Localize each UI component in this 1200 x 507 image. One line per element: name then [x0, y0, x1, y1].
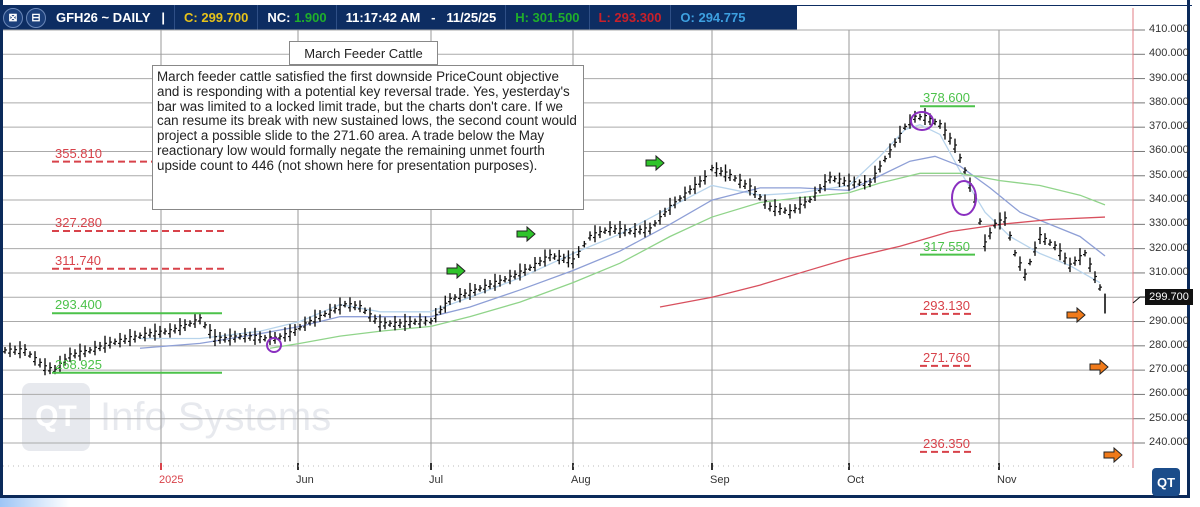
- y-tick-label: 270.000: [1149, 363, 1189, 376]
- annotation-body[interactable]: March feeder cattle satisfied the first …: [152, 65, 584, 210]
- dash: -: [431, 10, 436, 25]
- count-level-label: 293.400: [55, 297, 102, 313]
- y-tick-label: 410.000: [1149, 23, 1189, 35]
- y-tick-label: 400.000: [1149, 47, 1189, 60]
- y-tick-label: 280.000: [1149, 338, 1189, 351]
- symbol-text: GFH26 ~ DAILY: [56, 10, 151, 25]
- x-tick-label: Nov: [997, 474, 1017, 486]
- window-top-border: [797, 5, 1192, 6]
- last-price-tag: 299.700: [1145, 289, 1193, 305]
- symbol-label: GFH26 ~ DAILY |: [46, 5, 176, 30]
- watermark-text: Info Systems: [100, 394, 332, 439]
- timestamp: 11:17:42 AM - 11/25/25: [337, 5, 507, 30]
- y-tick-label: 360.000: [1149, 144, 1189, 157]
- separator: |: [161, 10, 166, 25]
- count-level-label: 293.130: [923, 297, 970, 313]
- date: 11/25/25: [446, 10, 497, 25]
- high-price: H: 301.500: [506, 5, 590, 30]
- y-tick-label: 260.000: [1149, 387, 1189, 400]
- bottom-accent: [0, 498, 70, 507]
- time: 11:17:42 AM: [345, 10, 421, 25]
- close-price: C: 299.700: [175, 5, 259, 30]
- watermark: QT Info Systems: [22, 383, 331, 451]
- annotation-title[interactable]: March Feeder Cattle: [289, 41, 438, 65]
- x-tick-label: Sep: [710, 474, 730, 486]
- y-tick-label: 310.000: [1149, 265, 1189, 278]
- chart-markers: [266, 111, 1123, 464]
- count-level-label: 317.550: [923, 238, 970, 254]
- qt-logo-icon[interactable]: QT: [1152, 468, 1180, 496]
- close-window-icon[interactable]: ⊠: [3, 7, 23, 28]
- y-tick-label: 370.000: [1149, 120, 1189, 133]
- net-change-value: 1.900: [294, 10, 327, 25]
- count-level-label: 355.810: [55, 145, 102, 161]
- count-level-label: 378.600: [923, 90, 970, 106]
- x-tick-label: Jul: [429, 474, 444, 486]
- x-tick-label: Aug: [571, 474, 591, 486]
- y-tick-label: 240.000: [1149, 435, 1189, 448]
- count-level-label: 268.925: [55, 356, 102, 372]
- y-tick-label: 390.000: [1149, 71, 1189, 84]
- y-tick-label: 330.000: [1149, 217, 1189, 230]
- y-tick-label: 320.000: [1149, 241, 1189, 254]
- minimize-window-icon[interactable]: ⊟: [26, 7, 46, 28]
- y-tick-label: 350.000: [1149, 168, 1189, 181]
- y-tick-label: 250.000: [1149, 411, 1189, 424]
- x-tick-label: 2025: [159, 474, 184, 486]
- net-change: NC: 1.900: [258, 5, 337, 30]
- price-bars: [3, 107, 1106, 376]
- x-tick-label: Oct: [847, 474, 865, 486]
- title-bar: ⊠ ⊟ GFH26 ~ DAILY | C: 299.700 NC: 1.900…: [0, 5, 797, 30]
- y-tick-label: 380.000: [1149, 95, 1189, 108]
- moving-averages: [139, 124, 1106, 349]
- x-tick-label: Jun: [296, 474, 314, 486]
- open-price: O: 294.775: [680, 10, 746, 25]
- net-change-label: NC:: [267, 10, 291, 25]
- low-price: L: 293.300: [590, 5, 672, 30]
- count-level-label: 311.740: [55, 252, 102, 268]
- y-tick-label: 290.000: [1149, 314, 1189, 327]
- count-level-label: 327.280: [55, 214, 102, 230]
- count-level-label: 236.350: [923, 435, 970, 451]
- y-tick-label: 340.000: [1149, 193, 1189, 206]
- count-levels: [52, 105, 975, 453]
- count-level-label: 271.760: [923, 349, 970, 365]
